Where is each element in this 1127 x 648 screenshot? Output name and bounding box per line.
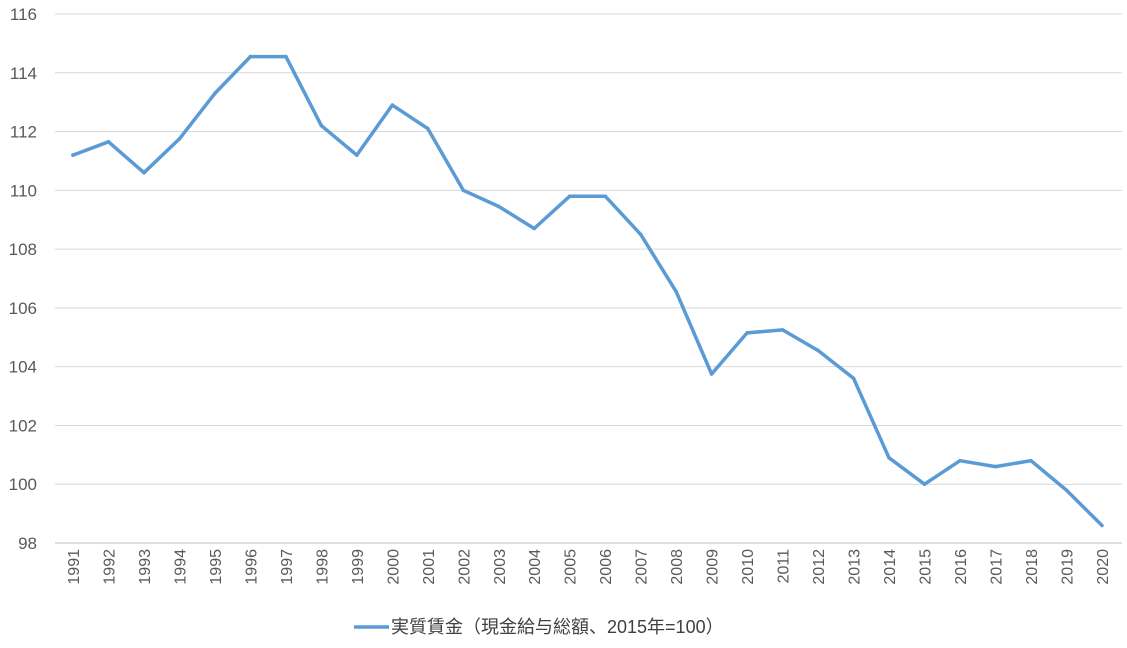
x-tick-label: 2012 [811,549,828,585]
x-axis-tick-labels: 1991 1992 1993 1994 1995 1996 1997 1998 1999 2000… [66,549,1112,585]
x-tick-label: 1992 [101,549,118,585]
data-point [1064,488,1069,492]
data-point [177,137,182,141]
data-point [674,289,678,294]
x-tick-label: 2003 [492,549,509,585]
data-point [709,372,714,376]
x-tick-label: 1998 [314,549,331,585]
x-tick-label: 2005 [563,549,580,585]
x-tick-label: 2008 [669,549,686,585]
y-tick-label: 98 [18,534,37,553]
x-tick-label: 2011 [776,549,793,584]
y-axis-tick-labels: 98 100 102 104 106 108 110 112 114 116 [9,5,37,553]
y-tick-label: 116 [10,5,37,24]
x-tick-label: 2002 [456,549,473,585]
data-point [567,194,572,198]
legend-label: 実質賃金（現金給与総額、2015年=100） [391,617,724,637]
data-point [213,91,217,96]
data-point [887,456,891,460]
y-tick-label: 108 [9,240,37,259]
x-tick-label: 2010 [740,549,757,585]
x-tick-label: 2007 [634,549,651,585]
y-tick-label: 114 [10,64,37,83]
x-tick-label: 2000 [385,549,402,585]
data-point [248,54,253,59]
gridlines [55,13,1122,544]
data-point [851,376,856,381]
x-tick-label: 2006 [598,549,615,585]
data-point [1029,458,1033,463]
data-point [603,194,607,198]
x-tick-label: 2018 [1024,549,1041,585]
x-tick-label: 1993 [137,549,154,585]
data-point [142,170,146,175]
data-point [745,331,749,335]
x-tick-label: 2016 [953,549,970,585]
data-point [780,328,785,332]
data-point [355,153,359,157]
data-point [71,153,75,157]
x-tick-label: 2014 [882,549,899,585]
x-tick-label: 2013 [847,549,864,585]
data-point [638,232,643,237]
x-tick-label: 2015 [918,549,935,585]
x-tick-label: 2017 [988,549,1005,585]
y-tick-label: 106 [9,299,37,318]
data-point [461,188,466,193]
x-tick-label: 1991 [66,549,83,585]
y-tick-label: 102 [9,416,37,435]
data-point [958,458,962,463]
x-tick-label: 1994 [172,549,189,585]
series-line [71,54,1104,528]
x-tick-label: 2004 [527,549,544,585]
data-point [284,54,288,59]
y-tick-label: 100 [9,475,37,494]
data-point [426,126,430,131]
data-point [106,140,111,144]
legend: 実質賃金（現金給与総額、2015年=100） [354,617,724,637]
data-point [390,103,395,107]
x-tick-label: 2019 [1059,549,1076,585]
x-tick-label: 2020 [1095,549,1112,585]
data-point [319,123,324,128]
data-point [497,204,501,209]
y-tick-label: 104 [9,358,37,377]
x-tick-label: 1995 [208,549,225,585]
y-tick-label: 112 [10,123,37,142]
x-tick-label: 1996 [243,549,260,585]
x-tick-label: 2001 [421,549,438,585]
data-point [922,482,927,487]
series-layer [71,54,1104,528]
y-tick-label: 110 [10,181,37,200]
data-point [993,464,998,469]
data-point [816,348,820,353]
data-point [532,226,536,231]
x-tick-label: 2009 [705,549,722,585]
data-point [1100,523,1104,528]
x-tick-label: 1997 [279,549,296,585]
x-tick-label: 1999 [350,549,367,585]
